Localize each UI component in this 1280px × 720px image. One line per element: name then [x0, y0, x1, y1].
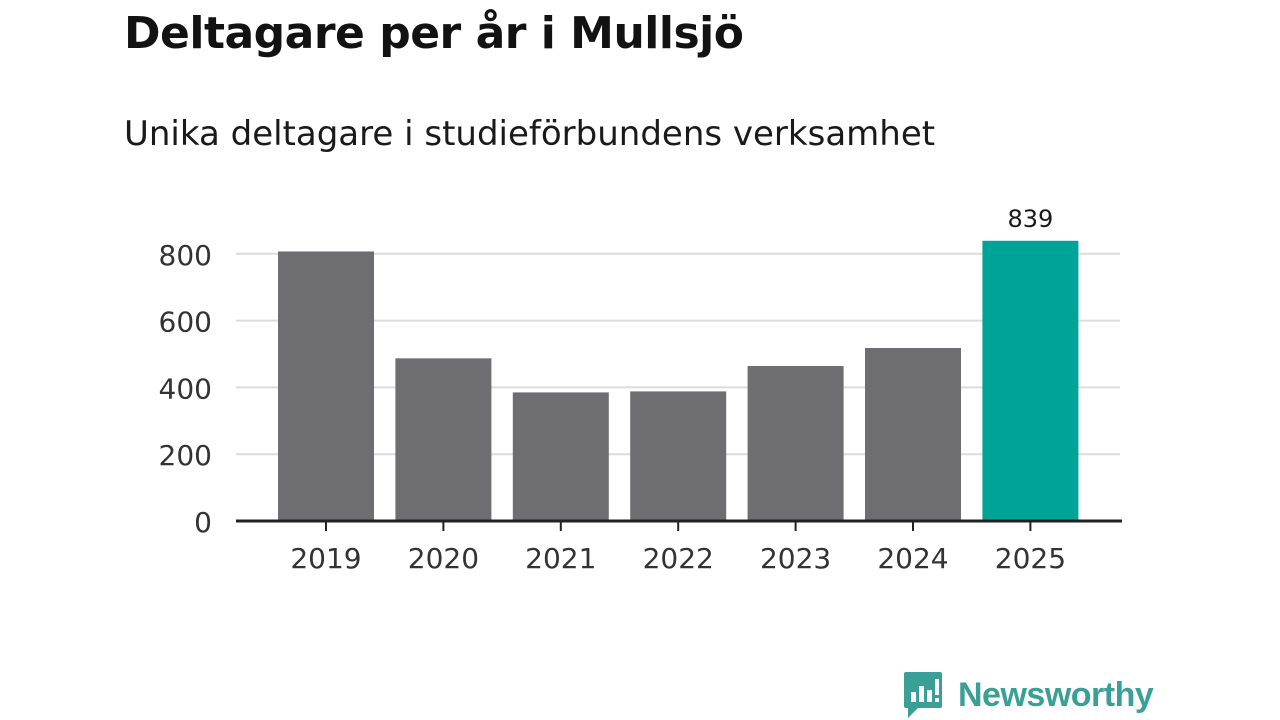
- bar-2024: [865, 347, 961, 521]
- y-tick-label: 400: [159, 372, 212, 405]
- bar-2025: [982, 240, 1079, 522]
- x-tick-label: 2021: [525, 542, 596, 575]
- x-tick-label: 2022: [643, 542, 714, 575]
- x-tick-label: 2020: [408, 542, 479, 575]
- x-tick-label: 2019: [290, 542, 361, 575]
- bar-2023: [747, 366, 844, 521]
- data-label: 839: [1007, 205, 1053, 233]
- y-tick-label: 0: [194, 506, 212, 539]
- brand-logo: Newsworthy: [902, 670, 1154, 720]
- x-tick-label: 2025: [995, 542, 1066, 575]
- y-tick-label: 800: [159, 239, 212, 272]
- brand-name: Newsworthy: [958, 675, 1154, 714]
- bar-2021: [512, 392, 609, 521]
- x-tick-label: 2024: [877, 542, 948, 575]
- chart-subtitle: Unika deltagare i studieförbundens verks…: [124, 114, 936, 154]
- y-tick-label: 200: [159, 439, 212, 472]
- bar-2019: [278, 251, 374, 521]
- bar-2020: [395, 358, 492, 521]
- x-tick-label: 2023: [760, 542, 831, 575]
- bar-2022: [630, 391, 727, 521]
- newsworthy-logo-icon: [904, 672, 942, 718]
- y-tick-label: 600: [159, 306, 212, 339]
- chart-title: Deltagare per år i Mullsjö: [124, 8, 744, 59]
